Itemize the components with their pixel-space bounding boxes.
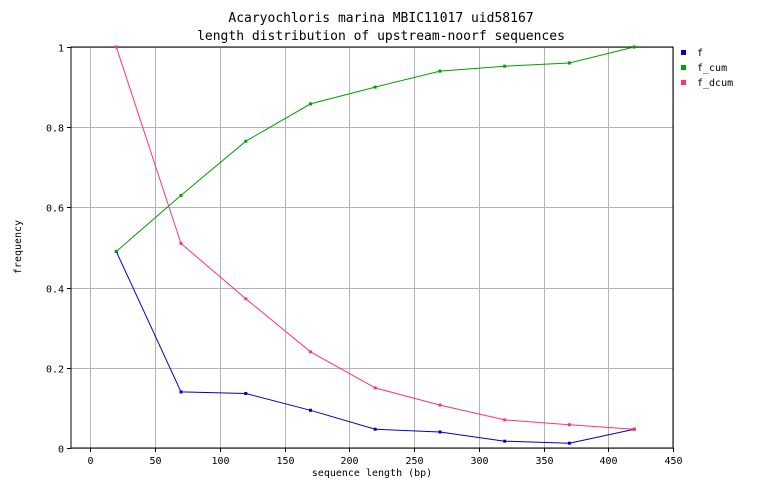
series-line-f xyxy=(115,251,635,444)
data-point-f-cum xyxy=(438,69,442,73)
y-tick-label: 0.6 xyxy=(46,204,64,215)
legend-label: f xyxy=(697,48,703,59)
y-tick-label: 0 xyxy=(58,445,64,456)
data-point-f-cum xyxy=(244,139,248,143)
x-tick-label: 200 xyxy=(340,456,358,467)
data-point-f-dcum xyxy=(114,45,118,49)
x-tick-label: 450 xyxy=(664,456,682,467)
grid xyxy=(71,47,674,449)
data-point-f-dcum xyxy=(244,297,248,301)
x-tick-label: 100 xyxy=(211,456,229,467)
legend-marker xyxy=(681,50,686,55)
data-point-f-dcum xyxy=(309,350,312,354)
data-point-f-cum xyxy=(632,45,636,49)
data-point-f-cum xyxy=(179,193,183,197)
x-tick-label: 250 xyxy=(405,456,423,467)
data-point-f-cum xyxy=(114,250,118,253)
data-point-f-cum xyxy=(373,85,377,89)
series-line-f-dcum xyxy=(115,46,635,430)
x-tick-label: 400 xyxy=(599,456,617,467)
data-point-f-dcum xyxy=(632,427,636,431)
x-axis-label: sequence length (bp) xyxy=(312,468,432,479)
x-tick-label: 300 xyxy=(470,456,488,467)
y-tick-label: 1 xyxy=(58,44,64,55)
data-point-f xyxy=(567,441,571,445)
y-tick-label: 0.4 xyxy=(46,285,64,296)
x-tick-label: 150 xyxy=(276,456,294,467)
data-point-f-dcum xyxy=(438,403,442,407)
plot-frame xyxy=(70,46,674,449)
data-point-f xyxy=(503,439,507,443)
legend-label: f_dcum xyxy=(697,78,733,89)
series-line-f-cum xyxy=(115,46,635,252)
x-tick-label: 50 xyxy=(149,456,161,467)
y-axis-label: frequency xyxy=(13,220,24,274)
series-group xyxy=(114,45,636,445)
x-tick-label: 350 xyxy=(535,456,553,467)
data-point-f xyxy=(179,390,183,394)
legend: f f_cum f_dcum xyxy=(681,48,733,89)
data-point-f xyxy=(373,427,377,431)
y-tick-label: 0.8 xyxy=(46,124,64,135)
data-point-f xyxy=(438,430,442,434)
chart-subtitle: length distribution of upstream-noorf se… xyxy=(197,29,565,44)
x-tick-label: 0 xyxy=(87,456,93,467)
legend-marker xyxy=(681,80,686,85)
data-point-f-dcum xyxy=(179,242,183,245)
axis-ticks: 0 50 100 150 200 250 300 350 400 450 0 0.2 0.4 0.6 0.8… xyxy=(46,44,683,468)
legend-marker xyxy=(681,65,686,70)
y-tick-label: 0.2 xyxy=(46,365,64,376)
data-point-f-dcum xyxy=(503,418,507,422)
data-point-f xyxy=(244,392,248,395)
data-point-f-cum xyxy=(309,102,312,106)
data-point-f-dcum xyxy=(373,386,377,390)
data-point-f xyxy=(309,408,312,412)
legend-label: f_cum xyxy=(697,63,727,74)
chart-title: Acaryochloris marina MBIC11017 uid58167 xyxy=(228,11,533,26)
data-point-f-cum xyxy=(567,61,571,65)
data-point-f-cum xyxy=(503,64,507,68)
data-point-f-dcum xyxy=(567,423,571,427)
